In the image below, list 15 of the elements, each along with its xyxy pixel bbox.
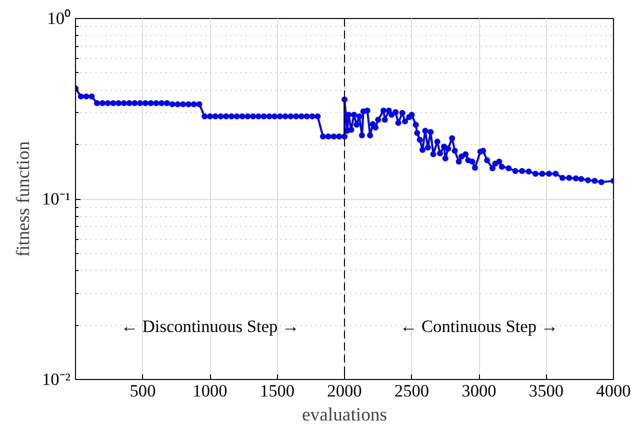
x-tick-label: 4000 [596, 382, 631, 400]
annotation: ← Continuous Step → [400, 317, 558, 336]
x-axis-title: evaluations [302, 404, 387, 426]
annotation: ← Discontinuous Step → [120, 317, 300, 336]
y-tick-label: 10⁻¹ [42, 190, 71, 208]
y-tick-label: 10⁰ [47, 9, 70, 28]
x-tick-label: 3500 [528, 382, 564, 400]
x-tick-label: 2000 [327, 382, 362, 400]
y-tick-label: 10⁻² [42, 370, 71, 389]
x-tick-label: 1500 [260, 382, 295, 400]
y-axis-title: fitness function [12, 140, 34, 257]
x-tick-label: 1000 [192, 382, 228, 400]
x-tick-label: 500 [130, 382, 156, 400]
x-tick-label: 3000 [462, 382, 496, 400]
x-tick-label: 2500 [394, 382, 430, 400]
